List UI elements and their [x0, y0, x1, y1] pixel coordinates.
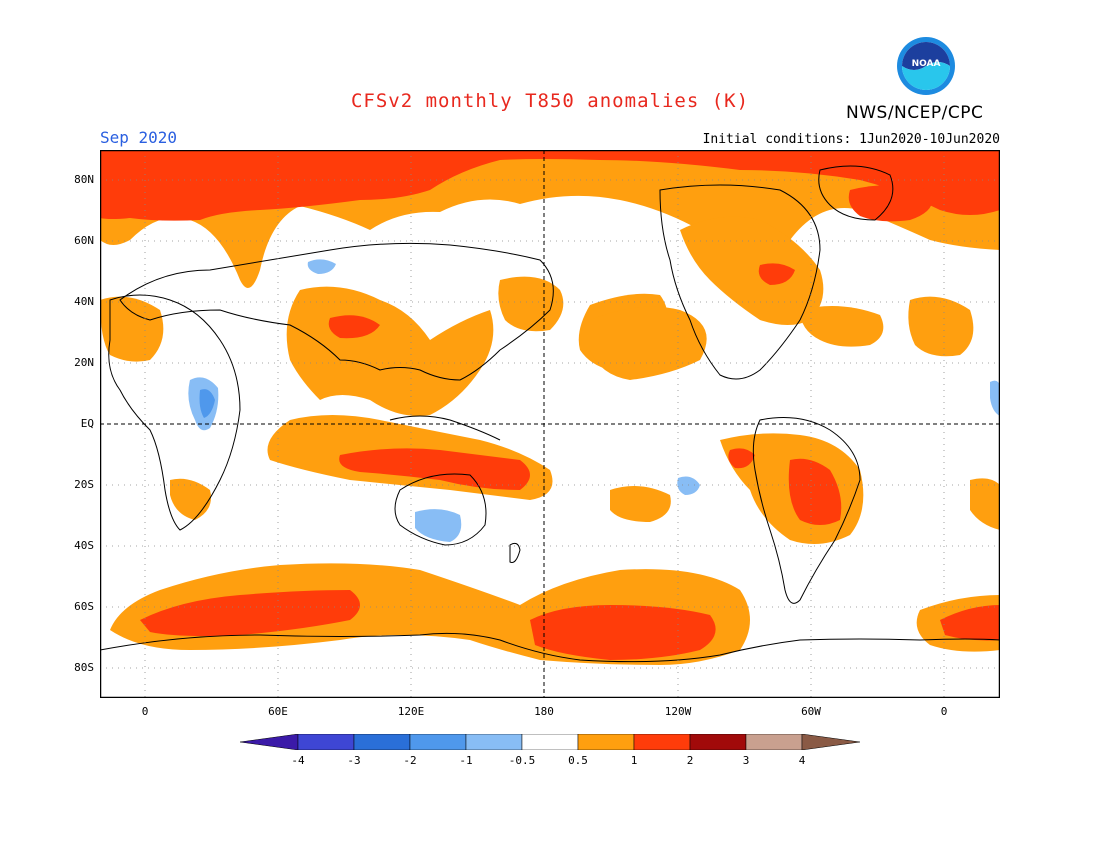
colorbar-arrow-low	[240, 734, 299, 750]
colorbar-bin-neg05	[465, 734, 523, 750]
anomaly-region-siberia-blue	[307, 259, 336, 274]
lon-label-60w: 60W	[801, 705, 821, 718]
map-reference-lines	[100, 150, 1000, 698]
lat-label-eq: EQ	[80, 417, 94, 430]
anomaly-region-europe-orange	[100, 296, 164, 362]
indonesia-outline	[389, 415, 501, 441]
north-america-outline	[659, 184, 821, 380]
colorbar-arrow-high	[801, 734, 860, 750]
lat-label-40s: 40S	[74, 539, 94, 552]
lon-label-60e: 60E	[268, 705, 288, 718]
colorbar-label: -3	[347, 754, 361, 767]
anomaly-region-east-pacific-orange	[590, 306, 707, 380]
anomaly-region-north-america-orange	[680, 216, 824, 325]
lat-label-80n: 80N	[74, 173, 94, 186]
colorbar-label: -2	[403, 754, 417, 767]
lat-label-60s: 60S	[74, 600, 94, 613]
lon-label-120w: 120W	[664, 705, 692, 718]
anomaly-region-south-atlantic-blue	[990, 380, 1000, 416]
lat-label-40n: 40N	[74, 295, 94, 308]
anomaly-region-southern-ocean-red-pacific	[530, 605, 716, 660]
anomaly-map	[100, 150, 1000, 698]
antarctica-outline	[100, 632, 1000, 663]
anomaly-region-indian-ocean-red	[339, 448, 530, 490]
colorbar-bin-neg3	[297, 734, 355, 750]
greenland-outline	[818, 165, 894, 221]
anomaly-region-asia-red	[328, 315, 380, 339]
colorbar-label: 2	[686, 754, 694, 767]
agency-label: NWS/NCEP/CPC	[846, 103, 984, 123]
anomaly-region-south-america-red	[788, 458, 842, 525]
africa-outline	[108, 294, 241, 531]
continent-outlines	[100, 165, 1000, 663]
colorbar-bin-pos3	[745, 734, 803, 750]
noaa-logo: NOAA	[897, 37, 955, 95]
anomaly-region-south-atlantic-orange	[970, 478, 1000, 530]
new-zealand-outline	[509, 542, 521, 563]
anomaly-region-west-europe-orange	[908, 296, 974, 357]
anomaly-region-southwest-pacific-orange	[610, 486, 671, 522]
anomaly-region-southern-ocean-east-red	[940, 605, 1000, 641]
colorbar-label: -1	[459, 754, 473, 767]
anomaly-region-peru-red	[728, 448, 755, 469]
lon-label-0-east: 0	[940, 705, 948, 718]
lon-label-120e: 120E	[397, 705, 425, 718]
lat-label-20s: 20S	[74, 478, 94, 491]
anomaly-region-north-atlantic-orange	[800, 306, 884, 347]
colorbar-label: -4	[291, 754, 305, 767]
anomaly-region-africa-south-orange	[170, 478, 211, 520]
colorbar-bin-neg2	[353, 734, 411, 750]
colorbar-label: 3	[742, 754, 750, 767]
initial-conditions: Initial conditions: 1Jun2020-10Jun2020	[702, 132, 1000, 147]
colorbar	[240, 734, 860, 750]
south-america-outline	[752, 417, 861, 604]
anomaly-region-greenland-red	[848, 185, 933, 222]
colorbar-bin-neg1	[409, 734, 467, 750]
colorbar-bin-neutral	[521, 734, 579, 750]
anomaly-region-australia-blue	[415, 509, 462, 542]
australia-outline	[394, 473, 487, 546]
colorbar-label: 4	[798, 754, 806, 767]
anomaly-region-africa-blue-dark	[199, 389, 215, 418]
anomaly-region-arctic-red	[100, 150, 1000, 221]
lat-label-80s: 80S	[74, 661, 94, 674]
anomaly-region-canada-red	[758, 263, 795, 285]
colorbar-bin-pos2	[689, 734, 747, 750]
colorbar-label: 1	[630, 754, 638, 767]
lat-label-20n: 20N	[74, 356, 94, 369]
colorbar-label: -0.5	[508, 754, 536, 767]
lon-label-180: 180	[534, 705, 554, 718]
europe-asia-outline	[119, 242, 554, 381]
anomaly-region-north-pacific-orange	[498, 276, 564, 332]
lat-label-60n: 60N	[74, 234, 94, 247]
colorbar-bin-pos1	[633, 734, 691, 750]
map-frame	[100, 150, 1000, 698]
colorbar-bin-pos05	[577, 734, 635, 750]
anomaly-region-pacific-blue	[677, 476, 700, 495]
map-gridlines	[100, 150, 1000, 698]
forecast-month: Sep 2020	[100, 128, 178, 147]
colorbar-label: 0.5	[568, 754, 588, 767]
anomaly-region-southern-ocean-red-west	[140, 590, 360, 636]
logo-text: NOAA	[912, 59, 941, 69]
lon-label-0: 0	[141, 705, 149, 718]
map-title: CFSv2 monthly T850 anomalies (K)	[350, 90, 750, 112]
